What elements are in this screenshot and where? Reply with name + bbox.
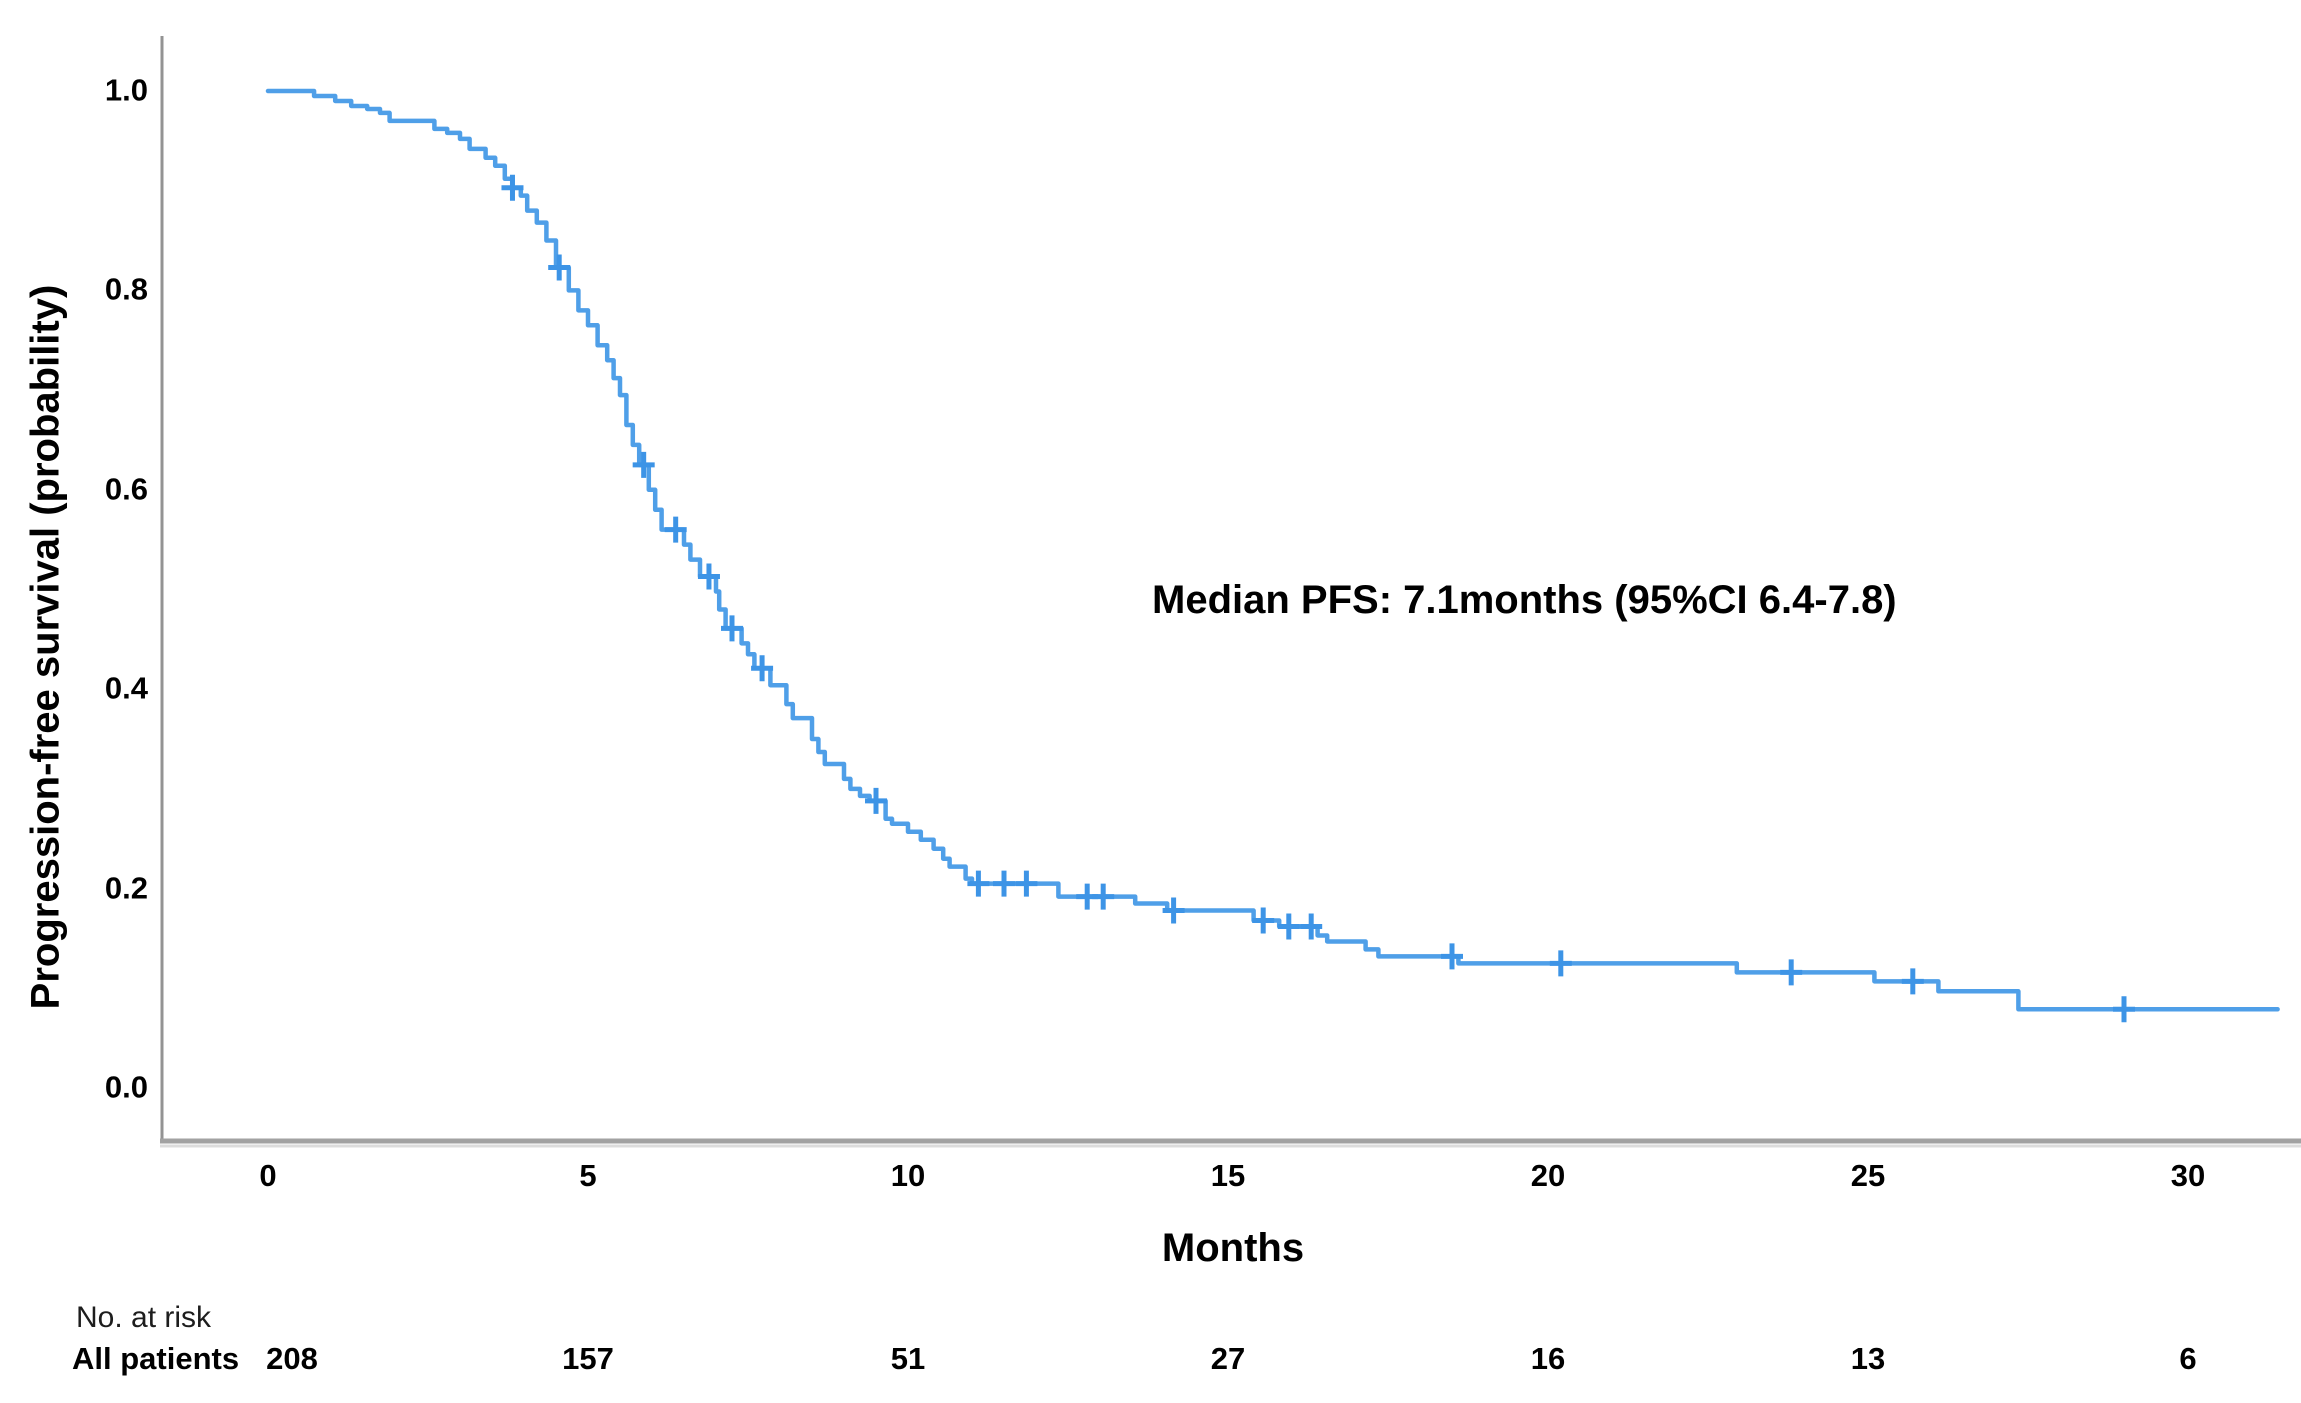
- censor-marks: [501, 174, 2135, 1023]
- y-tick-label: 1.0: [104, 72, 148, 108]
- x-tick-label: 10: [890, 1158, 926, 1193]
- median-pfs-annotation: Median PFS: 7.1months (95%CI 6.4-7.8): [1152, 578, 1897, 622]
- censor-mark: [1901, 968, 1924, 995]
- censor-mark: [1549, 950, 1572, 977]
- censor-mark: [1300, 913, 1323, 940]
- censor-mark: [967, 870, 990, 897]
- risk-count: 208: [266, 1341, 318, 1376]
- risk-count: 157: [562, 1341, 614, 1376]
- censor-mark: [1162, 897, 1185, 924]
- x-axis-title: Months: [1161, 1226, 1305, 1270]
- y-tick-label: 0.6: [104, 471, 148, 507]
- censor-mark: [697, 563, 720, 590]
- censor-mark: [1092, 883, 1115, 910]
- risk-count: 51: [890, 1341, 926, 1376]
- risk-count: 13: [1850, 1341, 1886, 1376]
- km-curve: [265, 88, 2280, 1012]
- risk-count: 16: [1530, 1341, 1566, 1376]
- censor-mark: [501, 174, 524, 201]
- censor-mark: [1441, 943, 1463, 970]
- risk-count: 6: [2179, 1341, 2197, 1376]
- censor-mark: [1780, 959, 1803, 986]
- x-tick-label: 15: [1210, 1158, 1246, 1193]
- censor-mark: [1277, 913, 1300, 940]
- x-tick-label: 0: [259, 1158, 277, 1193]
- y-tick-label: 0.0: [104, 1069, 148, 1105]
- censor-mark: [1252, 907, 1275, 934]
- risk-count: 27: [1210, 1341, 1246, 1376]
- y-tick-label: 0.2: [104, 869, 148, 905]
- risk-row-label: All patients: [72, 1341, 240, 1376]
- censor-mark: [751, 655, 774, 682]
- censor-mark: [993, 870, 1015, 897]
- censor-mark: [632, 451, 655, 478]
- censor-mark: [865, 787, 887, 814]
- censor-mark: [2113, 996, 2135, 1023]
- censor-mark: [1015, 870, 1038, 897]
- x-tick-label: 20: [1530, 1158, 1566, 1193]
- y-tick-label: 0.8: [104, 271, 148, 307]
- y-tick-label: 0.4: [104, 670, 148, 706]
- x-tick-label: 5: [579, 1158, 597, 1193]
- x-tick-label: 30: [2170, 1158, 2206, 1193]
- censor-mark: [548, 254, 571, 281]
- censor-mark: [721, 615, 743, 642]
- axes: [160, 36, 2301, 1148]
- risk-table-header: No. at risk: [76, 1301, 212, 1334]
- x-tick-label: 25: [1850, 1158, 1886, 1193]
- censor-mark: [664, 516, 687, 543]
